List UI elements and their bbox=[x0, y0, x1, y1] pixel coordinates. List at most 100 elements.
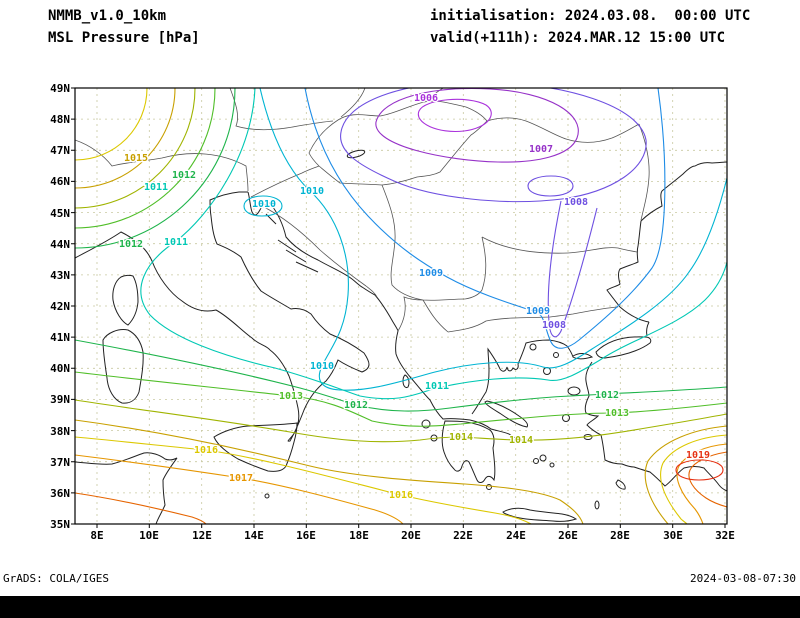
border-slovakia bbox=[340, 88, 444, 118]
border-danube bbox=[481, 236, 638, 254]
contour-label: 1011 bbox=[164, 237, 188, 248]
contour-label: 1015 bbox=[124, 153, 148, 164]
contour-label: 1014 bbox=[509, 435, 533, 446]
isobar-1018-sw bbox=[75, 492, 207, 524]
border-slovenia-croatia bbox=[250, 165, 320, 198]
coast-euboea bbox=[484, 400, 528, 428]
coast-italy bbox=[75, 191, 370, 442]
contour-label: 1011 bbox=[144, 182, 168, 193]
isobar-1015-south bbox=[75, 419, 584, 524]
field-title: MSL Pressure [hPa] bbox=[48, 30, 200, 46]
isobar-1013-south bbox=[75, 371, 727, 427]
lat-label: 39N bbox=[50, 393, 70, 406]
isobars bbox=[75, 88, 727, 524]
contour-label: 1013 bbox=[279, 391, 303, 402]
border-croatia-bosnia bbox=[261, 205, 378, 298]
country-borders bbox=[75, 88, 650, 333]
valid-time: valid(+111h): 2024.MAR.12 15:00 UTC bbox=[430, 30, 726, 46]
lon-label: 26E bbox=[558, 529, 578, 542]
lat-label: 42N bbox=[50, 300, 70, 313]
island-cyclades bbox=[549, 462, 555, 468]
contour-label: 1016 bbox=[389, 490, 413, 501]
contour-label: 1006 bbox=[414, 93, 438, 104]
coast-bosphorus bbox=[646, 321, 650, 337]
lat-label: 40N bbox=[50, 362, 70, 375]
lon-label: 12E bbox=[192, 529, 212, 542]
lat-label: 36N bbox=[50, 487, 70, 500]
contour-label: 1012 bbox=[119, 239, 143, 250]
coast-crete bbox=[502, 507, 578, 522]
isobar-1016-nw bbox=[75, 88, 148, 161]
isobar-1006 bbox=[417, 98, 492, 133]
isobar-1008-trough bbox=[547, 200, 598, 338]
island-samothraki bbox=[553, 352, 559, 358]
contour-label: 1009 bbox=[526, 306, 550, 317]
island-paros bbox=[533, 458, 539, 464]
contour-label: 1012 bbox=[344, 400, 368, 411]
coast-dalmatian-islands bbox=[265, 213, 319, 273]
isobar-1017-se bbox=[676, 443, 727, 524]
lon-ticks bbox=[96, 524, 726, 528]
coast-marmara bbox=[595, 336, 652, 359]
lat-ticks bbox=[71, 87, 75, 525]
isobar-1010-pocket bbox=[243, 195, 283, 217]
isobar-1016-se bbox=[660, 434, 727, 524]
lat-lon-grid bbox=[75, 88, 727, 524]
isobar-1018-se bbox=[688, 451, 727, 508]
lon-label: 16E bbox=[296, 529, 316, 542]
island-thasos bbox=[529, 343, 537, 351]
lat-label: 49N bbox=[50, 82, 70, 95]
contour-label: 1010 bbox=[310, 361, 334, 372]
isobar-1014-nw bbox=[75, 88, 196, 209]
lon-label: 32E bbox=[715, 529, 735, 542]
lon-label: 8E bbox=[90, 529, 103, 542]
lat-label: 37N bbox=[50, 456, 70, 469]
coast-north-greece bbox=[471, 339, 574, 415]
island-lesbos bbox=[567, 386, 581, 396]
island-corfu bbox=[402, 374, 410, 388]
model-name: NMMB_v1.0_10km bbox=[48, 8, 167, 24]
isobar-1010 bbox=[259, 88, 727, 391]
lat-label: 35N bbox=[50, 518, 70, 531]
border-alps bbox=[75, 139, 249, 192]
lon-label: 28E bbox=[610, 529, 630, 542]
island-chios bbox=[562, 414, 570, 422]
coast-corsica bbox=[112, 274, 139, 326]
render-timestamp: 2024-03-08-07:30 bbox=[690, 572, 796, 585]
contour-label: 1010 bbox=[252, 199, 276, 210]
island-kefalonia bbox=[421, 419, 431, 429]
isobar-1013-nw bbox=[75, 88, 216, 229]
contour-label: 1010 bbox=[300, 186, 324, 197]
coast-sicily bbox=[213, 422, 298, 472]
coast-adriatic-balkan bbox=[247, 191, 521, 442]
lon-label: 20E bbox=[401, 529, 421, 542]
isobar-1015-nw bbox=[75, 88, 176, 189]
lat-axis-labels: 49N 48N 47N 46N 45N 44N 43N 42N 41N 40N … bbox=[50, 82, 70, 531]
border-romania-east bbox=[638, 123, 650, 221]
isobar-labels: 1006 1007 1008 1015 1012 1011 1011 1012 … bbox=[118, 92, 712, 503]
coastlines bbox=[75, 149, 727, 524]
coast-turkey-aegean bbox=[584, 361, 727, 492]
island-rhodes bbox=[615, 479, 626, 490]
island-naxos bbox=[539, 454, 547, 462]
isobar-1012-nw bbox=[75, 88, 236, 249]
grads-credit: GrADS: COLA/IGES bbox=[3, 572, 109, 585]
init-time: initialisation: 2024.03.08. 00:00 UTC bbox=[430, 8, 751, 24]
contour-label: 1008 bbox=[564, 197, 588, 208]
bottom-bar bbox=[0, 596, 800, 618]
lat-label: 44N bbox=[50, 238, 70, 251]
contour-label: 1012 bbox=[172, 170, 196, 181]
coast-tunisia bbox=[75, 452, 178, 524]
lake-balaton bbox=[346, 149, 366, 159]
isobar-1019 bbox=[675, 459, 724, 481]
lon-label: 30E bbox=[663, 529, 683, 542]
lon-label: 22E bbox=[453, 529, 473, 542]
contour-label: 1012 bbox=[595, 390, 619, 401]
contour-label: 1009 bbox=[419, 268, 443, 279]
island-kithira bbox=[486, 484, 492, 490]
isobar-1009 bbox=[304, 88, 666, 349]
isobar-1008-ring bbox=[340, 88, 647, 203]
border-cz-at bbox=[229, 88, 334, 131]
isobar-1007 bbox=[375, 88, 579, 163]
